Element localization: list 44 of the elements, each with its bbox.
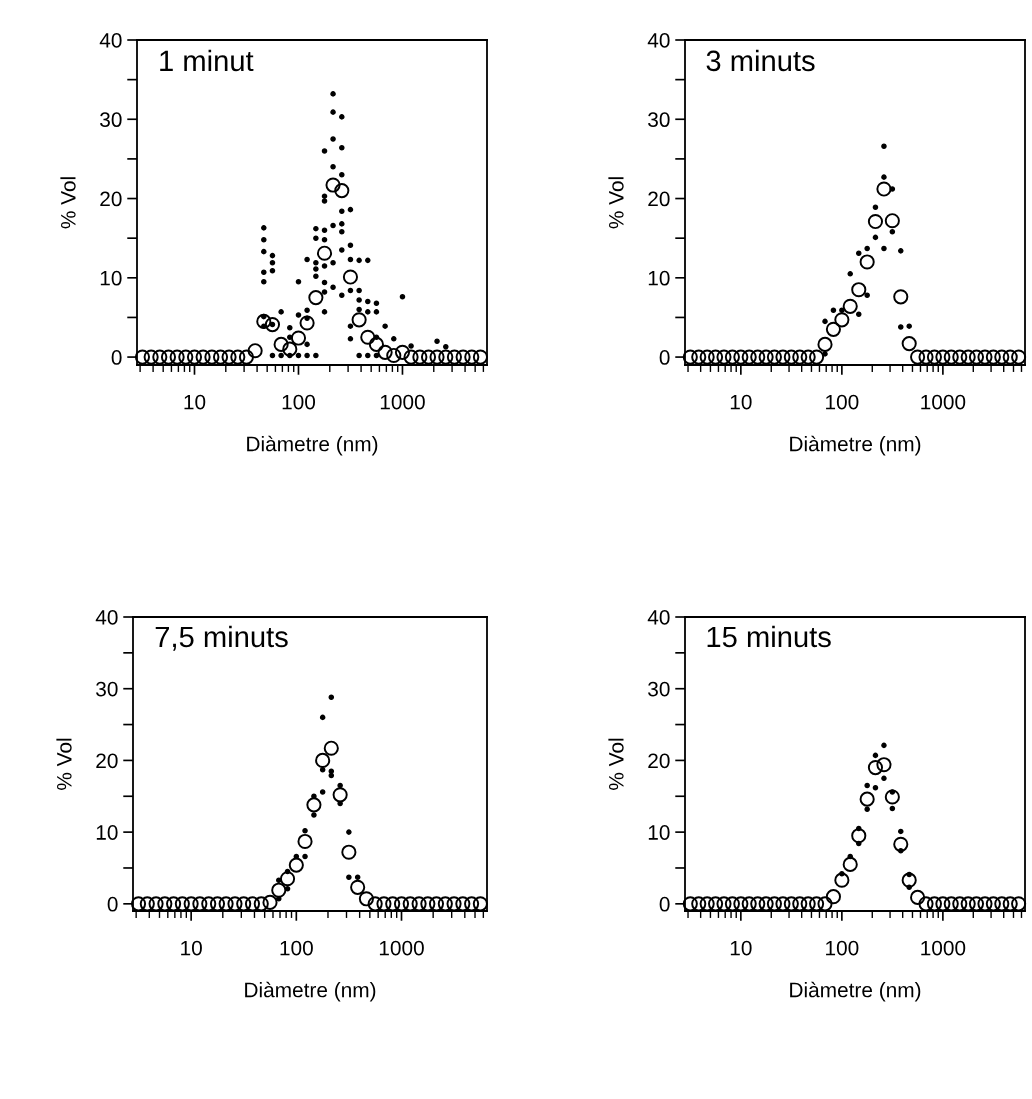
x-tick-label: 100 (826, 394, 859, 410)
y-tick-label: 20 (648, 191, 670, 207)
y-tick-label: 20 (96, 753, 118, 769)
annotation: 3 minuts (706, 49, 815, 72)
x-tick-label: 10 (181, 940, 202, 956)
y-tick-label: 0 (659, 350, 670, 365)
y-axis-title: % Vol (60, 177, 76, 229)
x-tick-label: 10 (184, 394, 206, 410)
y-tick-label: 0 (107, 896, 118, 912)
x-axis-title: Diàmetre (nm) (790, 435, 921, 456)
x-axis-title: Diàmetre (nm) (245, 981, 376, 1002)
y-tick-label: 20 (648, 753, 670, 769)
x-tick-label: 100 (280, 940, 313, 956)
annotation: 7,5 minuts (155, 625, 288, 651)
y-tick-label: 10 (648, 825, 670, 840)
y-tick-label: 30 (648, 681, 670, 697)
y-tick-label: 40 (647, 610, 670, 625)
y-tick-label: 10 (100, 270, 122, 286)
x-tick-label: 10 (730, 940, 752, 956)
y-tick-label: 40 (647, 33, 670, 48)
y-tick-label: 30 (100, 112, 122, 128)
y-tick-label: 40 (99, 33, 122, 48)
x-tick-label: 1000 (921, 394, 966, 410)
y-tick-label: 40 (95, 610, 118, 625)
y-tick-label: 30 (96, 681, 118, 697)
x-tick-label: 10 (730, 394, 752, 410)
x-tick-label: 1000 (380, 394, 425, 410)
y-axis-title: % Vol (608, 738, 624, 790)
y-tick-label: 10 (96, 825, 118, 840)
y-tick-label: 20 (100, 191, 122, 207)
x-tick-label: 1000 (921, 940, 966, 956)
x-axis-title: Diàmetre (nm) (247, 435, 378, 456)
y-tick-label: 30 (648, 112, 670, 128)
x-tick-label: 1000 (379, 940, 424, 956)
y-tick-label: 10 (648, 270, 670, 286)
annotation: 1 minut (160, 49, 254, 72)
annotation: 15 minuts (707, 625, 831, 648)
y-axis-title: % Vol (56, 738, 72, 790)
x-axis-title: Diàmetre (nm) (790, 981, 921, 1002)
x-tick-label: 100 (826, 940, 859, 956)
y-axis-title: % Vol (608, 177, 624, 229)
y-tick-label: 0 (111, 350, 122, 365)
x-tick-label: 100 (282, 394, 316, 410)
y-tick-label: 0 (659, 896, 670, 912)
